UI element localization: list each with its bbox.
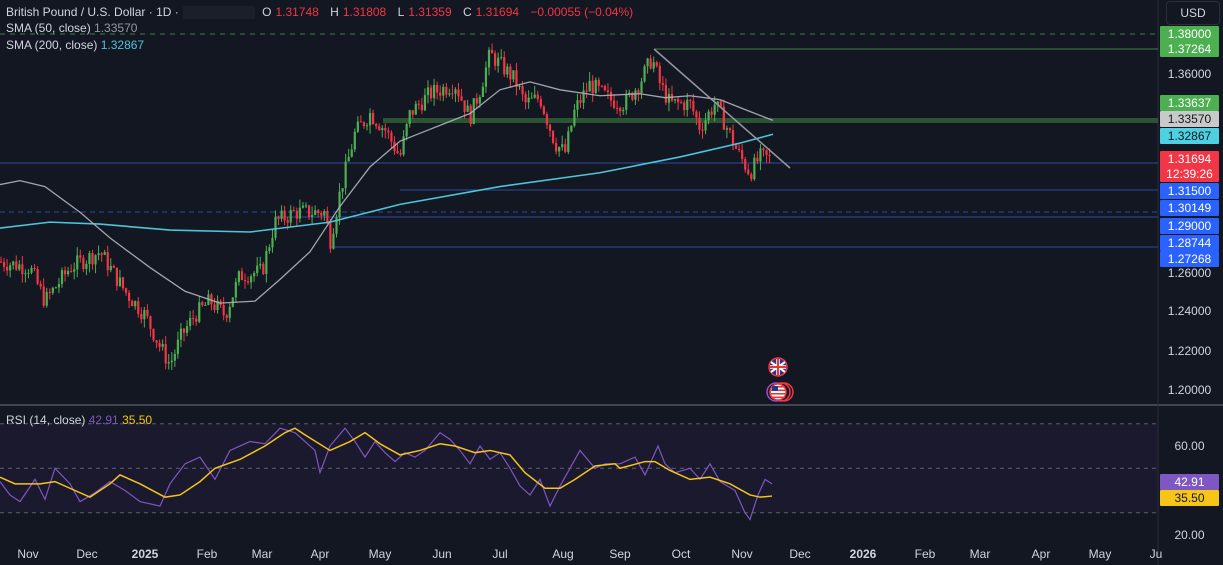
time-tick: Feb xyxy=(914,547,936,561)
price-tag-1.27268: 1.27268 xyxy=(1160,251,1219,267)
sma200-line[interactable] xyxy=(0,133,774,233)
rsi-value: 42.91 xyxy=(88,413,119,427)
rsi-ma-value: 35.50 xyxy=(122,413,153,427)
time-tick: Jul xyxy=(492,547,508,561)
currency-button[interactable]: USD xyxy=(1166,1,1220,25)
symbol-legend: British Pound / U.S. Dollar · 1D · O 1.31… xyxy=(6,4,637,20)
time-tick: Apr xyxy=(310,547,330,561)
rsi-ma-line[interactable] xyxy=(0,427,773,499)
price-tick: 1.36000 xyxy=(1167,67,1212,81)
ohlc-values: O 1.31748 H 1.31808 L 1.31359 C 1.31694 −0.0… xyxy=(262,5,634,19)
price-tag-1.38000: 1.38000 xyxy=(1160,26,1219,42)
sma200-value: 1.32867 xyxy=(100,38,145,52)
low-value: 1.31359 xyxy=(408,5,452,19)
price-tag-1.28744: 1.28744 xyxy=(1160,235,1219,251)
rsi-legend[interactable]: RSI (14, close) 42.91 35.50 xyxy=(6,413,153,427)
price-tag-12:39:26: 12:39:26 xyxy=(1160,166,1219,182)
price-tag-1.32867: 1.32867 xyxy=(1160,128,1219,144)
time-tick: Jun xyxy=(432,547,452,561)
high-value: 1.31808 xyxy=(342,5,387,19)
time-tick: Nov xyxy=(731,547,753,561)
change-value: −0.00055 (−0.04%) xyxy=(530,5,634,19)
interval[interactable]: 1D xyxy=(156,5,172,19)
level-1.33637[interactable] xyxy=(383,118,1158,123)
open-value: 1.31748 xyxy=(275,5,319,19)
time-tick: Mar xyxy=(969,547,991,561)
price-tick: 1.22000 xyxy=(1167,343,1212,358)
rsi-tick: 20.00 xyxy=(1174,528,1205,542)
time-tick: Nov xyxy=(17,547,39,561)
time-tick: Dec xyxy=(789,547,811,561)
price-tag-1.33637: 1.33637 xyxy=(1160,95,1219,111)
time-tick: Oct xyxy=(671,547,691,561)
price-tag-1.30149: 1.30149 xyxy=(1160,200,1219,216)
rsi-tick: 60.00 xyxy=(1174,439,1205,453)
time-tick: May xyxy=(368,547,392,561)
uk-flag-event-icon[interactable] xyxy=(768,357,788,377)
sma50-line[interactable] xyxy=(0,81,774,304)
price-tag-1.31500: 1.31500 xyxy=(1160,183,1219,199)
time-tick: Aug xyxy=(552,547,574,561)
price-tag-35.50: 35.50 xyxy=(1160,490,1219,506)
close-value: 1.31694 xyxy=(475,5,520,19)
price-tick: 1.26000 xyxy=(1167,266,1212,280)
trendline[interactable] xyxy=(653,48,791,169)
time-tick: 2026 xyxy=(849,547,877,561)
time-tick: Ju xyxy=(1149,547,1163,561)
us-flag-event-icon[interactable] xyxy=(766,382,794,402)
price-tag-42.91: 42.91 xyxy=(1160,474,1219,490)
time-tick: Apr xyxy=(1031,547,1051,561)
price-tag-1.33570: 1.33570 xyxy=(1160,111,1219,127)
time-tick: Dec xyxy=(76,547,98,561)
price-tag-1.37264: 1.37264 xyxy=(1160,41,1219,57)
price-tick: 1.20000 xyxy=(1167,383,1212,397)
symbol-title[interactable]: British Pound / U.S. Dollar xyxy=(6,5,146,19)
redacted-exchange xyxy=(182,6,255,20)
sma50-legend[interactable]: SMA (50, close) 1.33570 xyxy=(6,21,138,35)
time-tick: Feb xyxy=(196,547,218,561)
price-tag-1.31694: 1.31694 xyxy=(1160,151,1219,167)
sma50-value: 1.33570 xyxy=(94,21,138,35)
price-tag-1.29000: 1.29000 xyxy=(1160,218,1219,234)
time-tick: 2025 xyxy=(131,547,159,561)
sma200-legend[interactable]: SMA (200, close) 1.32867 xyxy=(6,38,145,52)
rsi-line[interactable] xyxy=(0,427,773,521)
time-tick: Mar xyxy=(251,547,273,561)
price-tick: 1.24000 xyxy=(1167,304,1212,318)
time-tick: Sep xyxy=(609,547,631,561)
time-tick: May xyxy=(1088,547,1112,561)
